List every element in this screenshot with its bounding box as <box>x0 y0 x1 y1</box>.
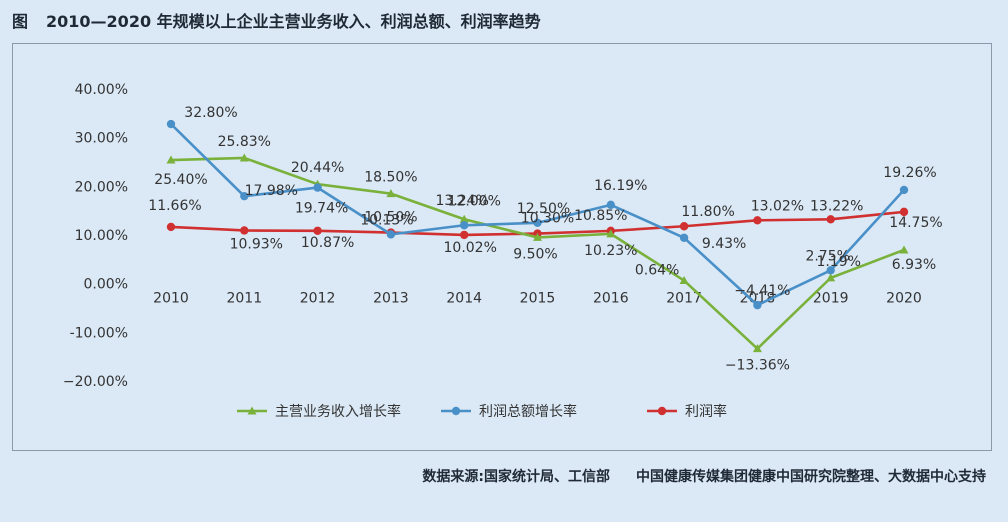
data-label: 1.19% <box>816 254 860 270</box>
y-tick-label: 30.00% <box>75 131 128 147</box>
data-label: 11.66% <box>148 198 201 214</box>
data-label: 10.02% <box>444 240 497 256</box>
legend-marker <box>657 406 667 416</box>
data-label: 12.50% <box>517 201 570 217</box>
data-label: 18.50% <box>364 170 417 186</box>
source-note: 数据来源:国家统计局、工信部 中国健康传媒集团健康中国研究院整理、大数据中心支持 <box>422 466 986 486</box>
data-label: 10.87% <box>301 235 354 251</box>
y-tick-label: 20.00% <box>75 179 128 195</box>
data-point-circle <box>386 230 396 239</box>
chart-title: 2010—2020 年规模以上企业主营业务收入、利润总额、利润率趋势 <box>46 12 541 31</box>
x-tick-label: 2012 <box>300 291 336 307</box>
x-tick-label: 2018 <box>740 291 776 307</box>
figure-label: 图 <box>12 12 29 31</box>
data-point-circle <box>166 119 176 129</box>
data-point-circle <box>460 230 469 240</box>
x-tick-label: 2020 <box>886 291 922 307</box>
data-label: 10.50% <box>364 210 417 226</box>
data-label: 14.75% <box>889 215 942 231</box>
data-label: 10.93% <box>230 236 283 252</box>
legend-marker <box>451 406 461 416</box>
data-label: 10.13% <box>360 212 413 228</box>
line-chart: 40.00% 30.00% 20.00% 10.00% 0.00% -10.00% −20.… <box>63 82 943 420</box>
data-label: 17.98% <box>245 183 298 199</box>
data-point-triangle <box>386 189 396 198</box>
legend-label: 利润率 <box>685 403 727 420</box>
data-point-triangle <box>752 344 762 353</box>
data-label: 10.85% <box>574 208 627 224</box>
y-tick-label: -10.00% <box>70 325 128 341</box>
data-point-triangle <box>679 276 689 285</box>
y-tick-label: 0.00% <box>84 277 128 293</box>
data-label: 0.64% <box>635 263 679 279</box>
data-label: 11.80% <box>681 204 734 220</box>
data-point-triangle <box>239 153 249 162</box>
data-point-triangle <box>606 229 616 238</box>
data-point-triangle <box>899 245 909 254</box>
x-tick-label: 2010 <box>153 291 189 307</box>
legend-marker <box>247 406 257 415</box>
data-point-circle <box>533 218 542 228</box>
data-point-circle <box>240 226 249 235</box>
data-point-triangle <box>166 155 176 164</box>
credit-note: 中国健康传媒集团健康中国研究院整理、大数据中心支持 <box>636 469 986 485</box>
x-tick-label: 2017 <box>666 291 702 307</box>
data-label: 9.43% <box>702 236 746 252</box>
legend-label: 利润总额增长率 <box>479 403 577 420</box>
y-tick-label: 40.00% <box>75 82 128 98</box>
x-tick-label: 2014 <box>446 291 482 307</box>
data-point-circle <box>240 191 249 201</box>
data-label: 13.02% <box>751 198 804 214</box>
data-label: −13.36% <box>725 358 790 374</box>
x-tick-label: 2013 <box>373 291 409 307</box>
data-point-circle <box>826 215 835 224</box>
data-label: 10.30% <box>521 211 574 227</box>
data-point-triangle <box>533 232 542 241</box>
data-point-triangle <box>459 214 469 223</box>
chart-title-bar: 图 2010—2020 年规模以上企业主营业务收入、利润总额、利润率趋势 <box>12 8 541 32</box>
x-tick-label: 2016 <box>593 291 629 307</box>
data-label: 25.40% <box>154 172 207 188</box>
data-point-circle <box>753 300 762 310</box>
data-point-circle <box>679 222 689 231</box>
data-point-circle <box>899 207 909 217</box>
data-point-circle <box>606 200 615 210</box>
data-label: 25.83% <box>218 134 271 150</box>
data-label: 19.26% <box>883 165 936 181</box>
data-label: −4.41% <box>734 283 790 299</box>
data-point-circle <box>166 222 176 232</box>
data-label: 20.44% <box>291 160 344 176</box>
data-label: 9.50% <box>513 246 557 262</box>
data-label: 32.80% <box>184 105 237 121</box>
x-tick-label: 2015 <box>520 291 556 307</box>
data-source: 数据来源:国家统计局、工信部 <box>422 469 610 485</box>
data-label: 2.75% <box>805 248 849 264</box>
data-point-triangle <box>826 273 836 282</box>
data-point-circle <box>826 266 835 275</box>
data-label: 10.23% <box>584 243 637 259</box>
x-tick-label: 2011 <box>226 291 262 307</box>
data-point-circle <box>460 221 469 230</box>
y-tick-label: 10.00% <box>75 228 128 244</box>
data-label: 13.24% <box>436 193 489 209</box>
data-point-circle <box>899 185 909 195</box>
data-label: 12.00% <box>448 193 501 209</box>
data-label: 19.74% <box>295 201 348 217</box>
x-tick-label: 2019 <box>813 291 849 307</box>
legend-label: 主营业务收入增长率 <box>275 403 401 420</box>
data-point-circle <box>753 216 762 225</box>
data-label: 16.19% <box>594 178 647 194</box>
data-point-circle <box>313 183 322 192</box>
data-point-circle <box>679 233 689 242</box>
y-tick-label: −20.00% <box>63 374 128 390</box>
chart-area: 40.00% 30.00% 20.00% 10.00% 0.00% -10.00% −20.… <box>12 43 992 451</box>
data-point-circle <box>313 226 322 235</box>
data-label: 13.22% <box>810 198 863 214</box>
data-label: 6.93% <box>892 257 936 273</box>
